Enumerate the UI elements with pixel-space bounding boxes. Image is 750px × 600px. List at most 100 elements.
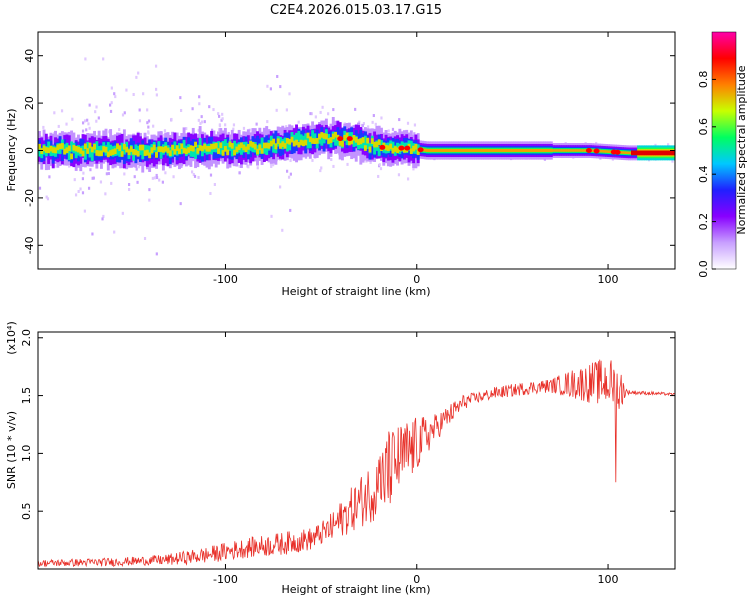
heatmap-noise-cell: [289, 172, 292, 176]
heatmap-band-cell: [432, 148, 436, 153]
heatmap-band-cell: [320, 132, 324, 138]
heatmap-noise-cell: [227, 132, 230, 136]
heatmap-band-cell: [579, 149, 583, 152]
heatmap-band-cell: [150, 147, 154, 153]
heatmap-noise-cell: [242, 126, 246, 130]
figure-title: C2E4.2026.015.03.17.G15: [270, 3, 442, 18]
heatmap-band-cell: [373, 141, 377, 148]
heatmap-band-cell: [290, 136, 294, 143]
heatmap-band-cell: [161, 147, 165, 153]
heatmap-band-cell: [458, 148, 461, 153]
heatmap-band-cell: [81, 145, 85, 156]
heatmap-band-cell: [350, 138, 354, 145]
heatmap-noise-cell: [162, 133, 166, 137]
heatmap-band-cell: [51, 147, 55, 153]
heatmap-band-cell: [171, 144, 175, 151]
heatmap-noise-cell: [57, 124, 60, 128]
heatmap-noise-cell: [198, 95, 201, 99]
heatmap-band-cell: [127, 149, 131, 156]
heatmap-band-cell: [74, 147, 78, 159]
spectrogram-x-tick-label: 0: [413, 273, 420, 286]
snr-y-axis-label: SNR (10 * v/v): [5, 411, 18, 489]
heatmap-noise-cell: [224, 123, 227, 127]
heatmap-noise-cell: [42, 125, 45, 129]
heatmap-band-cell: [462, 148, 466, 153]
heatmap-band-cell: [267, 143, 271, 149]
heatmap-band-cell: [423, 148, 427, 152]
heatmap-band-cell: [324, 133, 328, 140]
heatmap-noise-cell: [146, 108, 149, 112]
heatmap-noise-cell: [127, 183, 131, 187]
heatmap-noise-cell: [125, 88, 128, 92]
heatmap-band-cell: [625, 151, 629, 155]
heatmap-noise-cell: [269, 87, 272, 91]
heatmap-band-cell: [63, 148, 67, 155]
heatmap-noise-cell: [138, 119, 142, 123]
heatmap-noise-cell: [137, 165, 141, 169]
heatmap-band-cell: [295, 139, 298, 146]
heatmap-band-cell: [125, 144, 129, 162]
heatmap-band-cell: [448, 148, 452, 153]
heatmap-band-cell: [334, 131, 338, 138]
heatmap-band-cell: [435, 148, 439, 153]
heatmap-noise-cell: [238, 171, 241, 175]
heatmap-noise-cell: [361, 124, 364, 128]
heatmap-band-cell: [139, 144, 142, 151]
heatmap-noise-cell: [153, 176, 157, 180]
heatmap-band-cell: [533, 148, 537, 153]
heatmap-band-cell: [74, 145, 78, 152]
heatmap-band-cell: [508, 148, 512, 153]
spectrogram-y-tick-label: 20: [23, 96, 36, 110]
heatmap-band-cell: [256, 148, 259, 155]
heatmap-band-cell: [492, 148, 496, 153]
heatmap-noise-cell: [110, 86, 113, 90]
snr-frame: [37, 331, 676, 570]
heatmap-band-cell: [102, 146, 106, 152]
heatmap-band-cell: [129, 146, 133, 152]
heatmap-band-cell: [205, 145, 209, 152]
heatmap-band-cell: [366, 137, 370, 144]
heatmap-band-cell: [517, 148, 521, 153]
heatmap-band-cell: [233, 140, 237, 152]
heatmap-noise-cell: [155, 87, 158, 91]
heatmap-noise-cell: [200, 115, 203, 119]
spectrogram-y-tick-label: 40: [23, 49, 36, 63]
heatmap-band-cell: [363, 145, 367, 151]
heatmap-band-cell: [189, 146, 193, 157]
heatmap-noise-cell: [87, 186, 91, 190]
heatmap-noise-cell: [413, 123, 417, 127]
heatmap-noise-cell: [86, 118, 89, 122]
heatmap-noise-cell: [81, 129, 85, 133]
heatmap-band-cell: [308, 137, 312, 149]
heatmap-band-cell: [132, 148, 136, 155]
heatmap-band-cell: [375, 141, 379, 148]
heatmap-noise-cell: [297, 120, 300, 124]
heatmap-noise-cell: [217, 128, 221, 132]
heatmap-band-cell: [494, 148, 498, 153]
heatmap-band-cell: [359, 138, 363, 145]
heatmap-band-cell: [444, 148, 448, 153]
heatmap-noise-cell: [136, 180, 139, 184]
heatmap-noise-cell: [110, 181, 113, 185]
heatmap-band-cell: [269, 140, 273, 158]
heatmap-band-cell: [136, 150, 140, 157]
heatmap-band-cell: [531, 148, 535, 153]
heatmap-peak-cell: [379, 144, 386, 150]
heatmap-band-cell: [329, 137, 333, 143]
heatmap-band-cell: [607, 150, 611, 153]
heatmap-band-cell: [366, 138, 370, 149]
heatmap-band-cell: [109, 150, 113, 156]
heatmap-band-cell: [233, 149, 237, 156]
heatmap-band-cell: [230, 143, 234, 149]
heatmap-band-cell: [283, 143, 287, 149]
heatmap-band-cell: [168, 150, 172, 157]
heatmap-noise-cell: [158, 178, 161, 182]
heatmap-noise-cell: [119, 165, 122, 169]
heatmap-band-cell: [377, 139, 381, 146]
heatmap-noise-cell: [179, 108, 183, 112]
heatmap-band-cell: [65, 147, 69, 154]
heatmap-band-cell: [109, 144, 113, 156]
heatmap-noise-cell: [192, 173, 195, 177]
heatmap-band-cell: [223, 139, 227, 150]
heatmap-noise-cell: [102, 214, 105, 218]
